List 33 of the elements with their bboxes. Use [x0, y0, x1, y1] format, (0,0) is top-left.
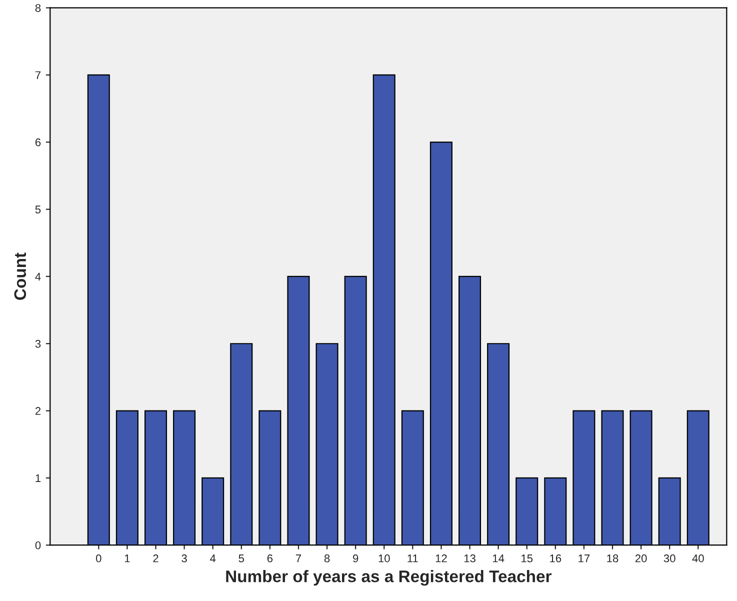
- y-tick-label: 7: [35, 71, 41, 79]
- x-tick-label: 4: [210, 554, 216, 562]
- x-tick-label: 11: [408, 554, 418, 562]
- x-tick-label: 15: [522, 554, 533, 562]
- x-tick-label: 14: [492, 554, 504, 562]
- x-tick-label: 5: [238, 554, 244, 562]
- y-tick-label: 8: [35, 4, 41, 12]
- x-tick-label: 0: [96, 554, 102, 562]
- x-axis-title: Number of years as a Registered Teacher: [226, 570, 552, 586]
- x-tick-label: 6: [267, 554, 273, 562]
- y-tick-label: 0: [35, 541, 41, 550]
- x-tick-label: 20: [635, 554, 647, 562]
- x-tick-label: 40: [692, 554, 704, 562]
- x-tick-label: 7: [296, 554, 302, 562]
- x-tick-label: 3: [182, 554, 187, 562]
- x-tick-label: 17: [578, 554, 590, 562]
- y-tick-label: 3: [35, 340, 41, 348]
- x-tick-label: 30: [664, 554, 676, 562]
- y-tick-label: 4: [35, 272, 41, 280]
- y-axis-title: Count: [14, 252, 26, 300]
- y-tick-label: 6: [35, 138, 41, 146]
- x-tick-label: 8: [324, 554, 330, 562]
- x-tick-label: 10: [378, 554, 390, 562]
- y-tick-label: 1: [36, 474, 41, 482]
- x-tick-label: 1: [124, 554, 130, 562]
- x-tick-label: 18: [607, 554, 618, 562]
- y-tick-label: 2: [35, 407, 41, 415]
- x-tick-label: 9: [353, 554, 358, 562]
- x-tick-label: 13: [464, 554, 476, 562]
- x-tick-label: 16: [550, 554, 562, 562]
- x-tick-label: 12: [436, 554, 447, 562]
- x-tick-label: 2: [153, 554, 158, 562]
- y-tick-label: 5: [35, 206, 41, 214]
